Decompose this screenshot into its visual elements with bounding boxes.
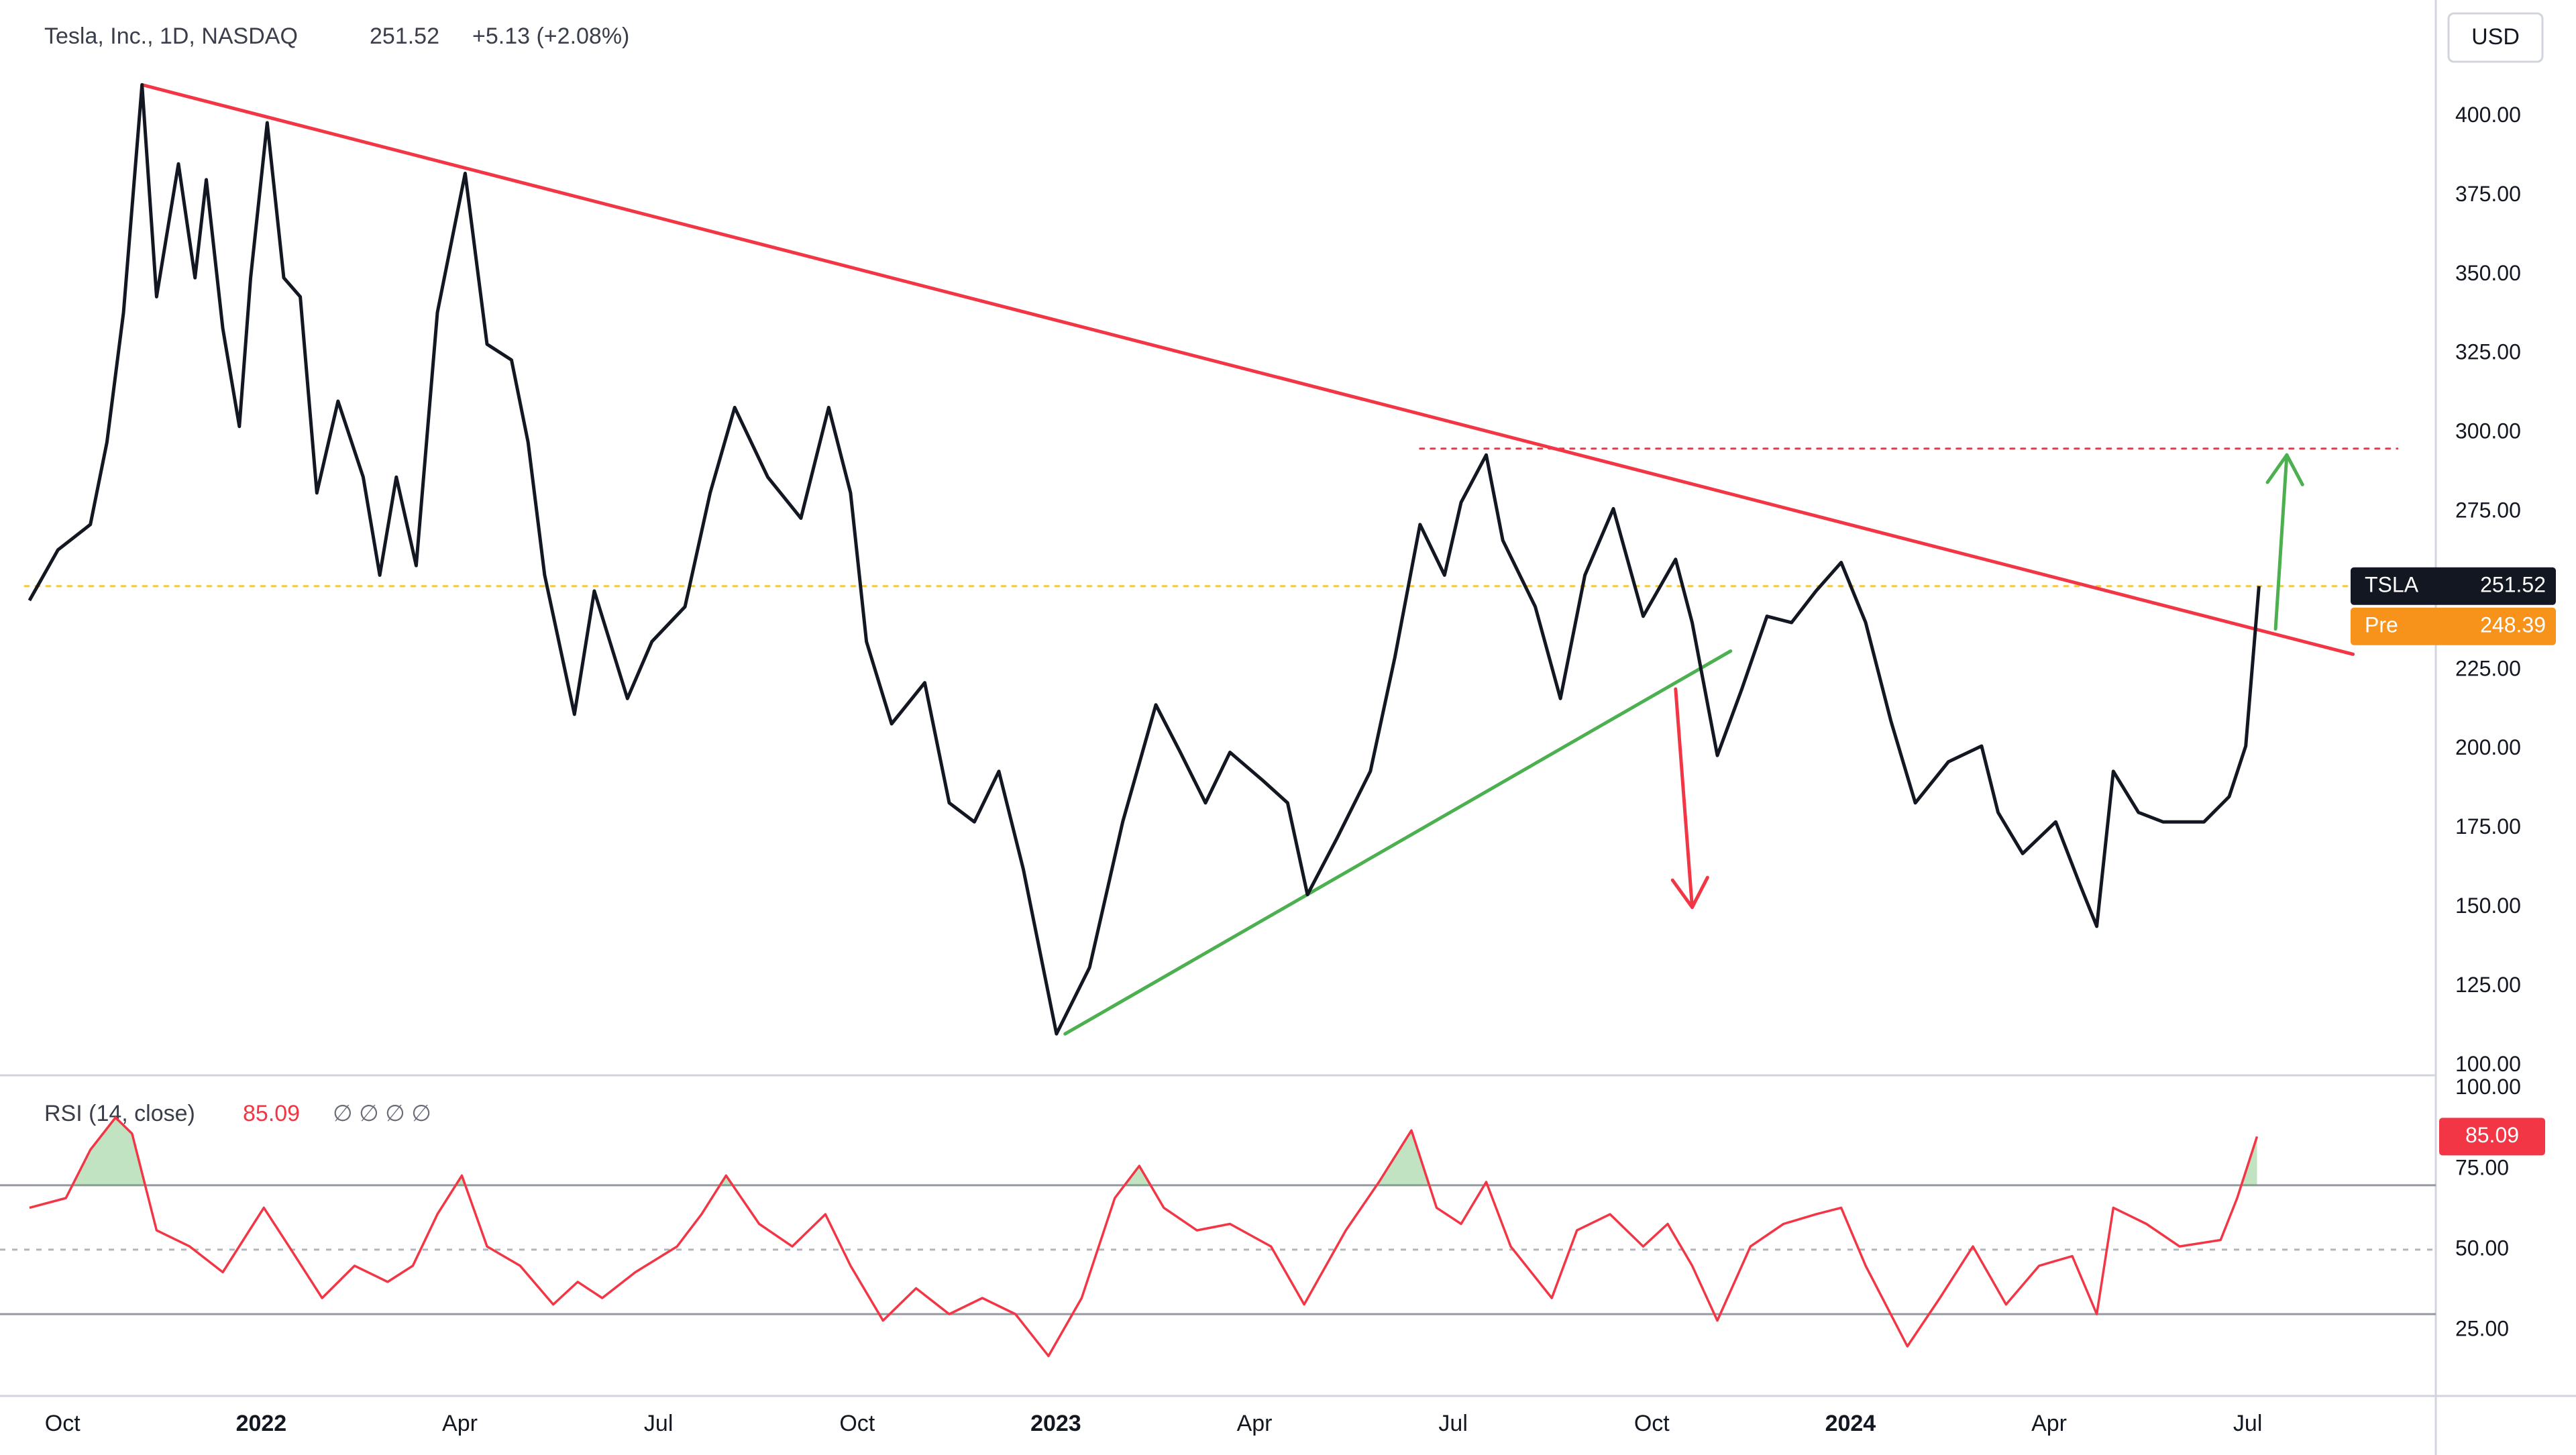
x-tick-label: 2022 <box>236 1411 287 1436</box>
drawing-line <box>140 83 2355 656</box>
y-tick-label: 275.00 <box>2455 498 2521 523</box>
x-tick-label: 2023 <box>1030 1411 1081 1436</box>
x-tick-label: Oct <box>45 1411 80 1436</box>
y-tick-label: 50.00 <box>2455 1236 2509 1260</box>
price-line <box>29 1116 2259 1358</box>
rsi-tag <box>2439 1118 2545 1156</box>
y-tick-label: 100.00 <box>2455 1052 2521 1076</box>
arrow-head <box>2265 453 2304 486</box>
x-tick-label: 2024 <box>1825 1411 1876 1436</box>
close-price: 251.52 <box>370 23 439 49</box>
price-change: +5.13 (+2.08%) <box>472 23 629 49</box>
rsi-tag-value: 85.09 <box>2465 1123 2519 1147</box>
x-tick-label: Oct <box>1634 1411 1670 1436</box>
y-tick-label: 300.00 <box>2455 419 2521 443</box>
y-tick-label: 125.00 <box>2455 973 2521 997</box>
price-tag-label: Pre <box>2365 612 2398 637</box>
y-tick-label: 400.00 <box>2455 103 2521 127</box>
y-tick-label: 325.00 <box>2455 340 2521 364</box>
currency[interactable]: USD <box>2471 24 2520 50</box>
y-tick-label: 75.00 <box>2455 1155 2509 1179</box>
drawing-arrow <box>1674 687 1694 910</box>
currency-box[interactable] <box>2447 12 2544 63</box>
price-tag-value: 248.39 <box>2480 612 2546 637</box>
x-tick-label: Jul <box>644 1411 673 1436</box>
price-tag <box>2351 567 2556 605</box>
x-tick-label: Apr <box>2031 1411 2067 1436</box>
y-tick-label: 225.00 <box>2455 656 2521 680</box>
price-tag <box>2351 607 2556 645</box>
symbol-title: Tesla, Inc., 1D, NASDAQ <box>44 23 298 49</box>
y-tick-label: 25.00 <box>2455 1316 2509 1340</box>
drawing-line <box>1063 649 1733 1036</box>
rsi-legend-extra: ∅ ∅ ∅ ∅ <box>333 1101 431 1126</box>
y-tick-label: 175.00 <box>2455 814 2521 839</box>
y-tick-label: 100.00 <box>2455 1075 2521 1099</box>
x-tick-label: Apr <box>1237 1411 1273 1436</box>
x-tick-label: Apr <box>442 1411 478 1436</box>
y-tick-label: 150.00 <box>2455 894 2521 918</box>
rsi-value: 85.09 <box>243 1101 300 1126</box>
price-line <box>28 83 2261 1036</box>
price-tag-value: 251.52 <box>2480 572 2546 596</box>
x-tick-label: Jul <box>1438 1411 1467 1436</box>
drawing-arrow <box>2273 453 2289 631</box>
x-tick-label: Oct <box>839 1411 875 1436</box>
y-tick-label: 350.00 <box>2455 261 2521 285</box>
y-tick-label: 375.00 <box>2455 182 2521 206</box>
y-tick-label: 200.00 <box>2455 735 2521 759</box>
price-tag-label: TSLA <box>2365 572 2419 596</box>
x-tick-label: Jul <box>2233 1411 2262 1436</box>
arrow-head <box>1670 875 1709 910</box>
